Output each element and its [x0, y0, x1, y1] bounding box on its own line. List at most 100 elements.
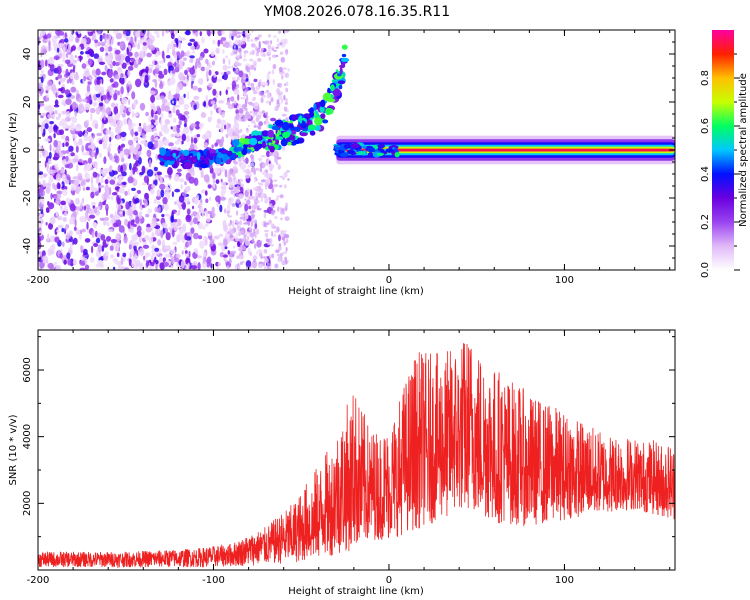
- noise-speckle: [178, 119, 182, 126]
- noise-speckle: [231, 102, 235, 108]
- noise-speckle: [190, 123, 197, 128]
- noise-speckle: [224, 169, 228, 178]
- noise-speckle: [160, 229, 164, 238]
- noise-speckle: [227, 250, 230, 255]
- noise-speckle: [84, 238, 91, 243]
- noise-speckle: [146, 193, 149, 202]
- noise-speckle: [119, 42, 126, 51]
- noise-speckle: [155, 136, 159, 142]
- y-tick-label: 2000: [22, 491, 33, 516]
- noise-speckle: [99, 34, 103, 42]
- noise-speckle: [130, 219, 135, 226]
- noise-speckle: [237, 129, 242, 134]
- noise-speckle: [155, 153, 159, 161]
- noise-speckle: [124, 218, 129, 226]
- noise-speckle: [161, 222, 168, 228]
- noise-speckle: [88, 145, 92, 149]
- noise-speckle: [127, 222, 131, 229]
- noise-speckle: [143, 175, 149, 184]
- noise-speckle: [46, 162, 49, 171]
- noise-speckle: [109, 136, 112, 143]
- noise-speckle: [128, 258, 132, 267]
- noise-speckle: [104, 44, 109, 53]
- noise-speckle: [55, 173, 61, 182]
- noise-speckle: [131, 257, 137, 262]
- y-tick-label: 40: [22, 48, 33, 61]
- noise-speckle: [176, 168, 182, 172]
- noise-speckle: [231, 250, 237, 255]
- noise-speckle: [248, 205, 252, 210]
- noise-speckle: [193, 232, 199, 240]
- noise-speckle: [190, 77, 195, 82]
- noise-speckle: [271, 48, 274, 51]
- carrier-blob: [334, 146, 340, 151]
- noise-speckle: [117, 41, 121, 46]
- noise-speckle: [62, 208, 67, 212]
- noise-speckle: [157, 171, 162, 176]
- noise-speckle: [171, 229, 175, 238]
- ridge-blob: [209, 153, 218, 157]
- noise-speckle: [148, 45, 156, 51]
- noise-speckle: [120, 165, 123, 174]
- ridge-blob: [248, 137, 258, 146]
- noise-speckle: [61, 189, 68, 196]
- noise-speckle: [96, 206, 101, 210]
- noise-speckle: [79, 245, 84, 251]
- noise-speckle: [193, 95, 200, 100]
- noise-speckle: [84, 103, 91, 111]
- noise-speckle: [218, 100, 225, 104]
- noise-speckle: [235, 54, 239, 59]
- noise-speckle: [238, 108, 244, 114]
- noise-speckle: [104, 65, 108, 73]
- noise-speckle: [54, 163, 59, 169]
- noise-speckle: [100, 88, 105, 97]
- noise-speckle: [270, 178, 273, 185]
- noise-speckle: [115, 261, 120, 265]
- noise-speckle: [287, 178, 290, 181]
- x-tick-label: -100: [202, 575, 225, 586]
- noise-speckle: [260, 196, 264, 203]
- ridge-blob: [330, 84, 335, 92]
- noise-speckle: [63, 46, 66, 54]
- noise-speckle: [81, 107, 86, 112]
- noise-speckle: [40, 196, 44, 205]
- noise-speckle: [165, 213, 170, 217]
- ridge-blob: [215, 156, 222, 164]
- noise-speckle: [284, 241, 286, 246]
- noise-speckle: [186, 135, 191, 143]
- noise-speckle: [202, 226, 206, 230]
- noise-speckle: [70, 184, 76, 192]
- noise-speckle: [57, 216, 63, 221]
- noise-speckle: [232, 32, 237, 37]
- noise-speckle: [64, 59, 71, 65]
- noise-speckle: [267, 49, 272, 55]
- noise-speckle: [268, 203, 273, 207]
- noise-speckle: [119, 94, 123, 98]
- noise-speckle: [100, 176, 104, 183]
- noise-speckle: [120, 86, 124, 95]
- noise-speckle: [197, 262, 201, 270]
- noise-speckle: [284, 184, 287, 189]
- noise-speckle: [138, 123, 142, 127]
- noise-speckle: [127, 70, 131, 77]
- noise-speckle: [135, 30, 141, 39]
- noise-speckle: [233, 168, 239, 174]
- noise-speckle: [232, 76, 236, 81]
- noise-speckle: [93, 53, 100, 59]
- noise-speckle: [199, 240, 205, 249]
- noise-speckle: [200, 170, 204, 176]
- noise-speckle: [131, 128, 134, 138]
- noise-speckle: [120, 73, 124, 78]
- noise-speckle: [121, 181, 127, 186]
- noise-speckle: [158, 73, 165, 79]
- noise-speckle: [107, 229, 114, 233]
- noise-speckle: [160, 119, 163, 127]
- noise-speckle: [107, 69, 113, 78]
- noise-speckle: [80, 180, 86, 187]
- noise-speckle: [176, 233, 179, 242]
- noise-speckle: [226, 204, 231, 212]
- noise-speckle: [151, 183, 156, 189]
- noise-speckle: [284, 234, 290, 239]
- y-tick-label: 4000: [22, 424, 33, 449]
- noise-speckle: [231, 65, 234, 69]
